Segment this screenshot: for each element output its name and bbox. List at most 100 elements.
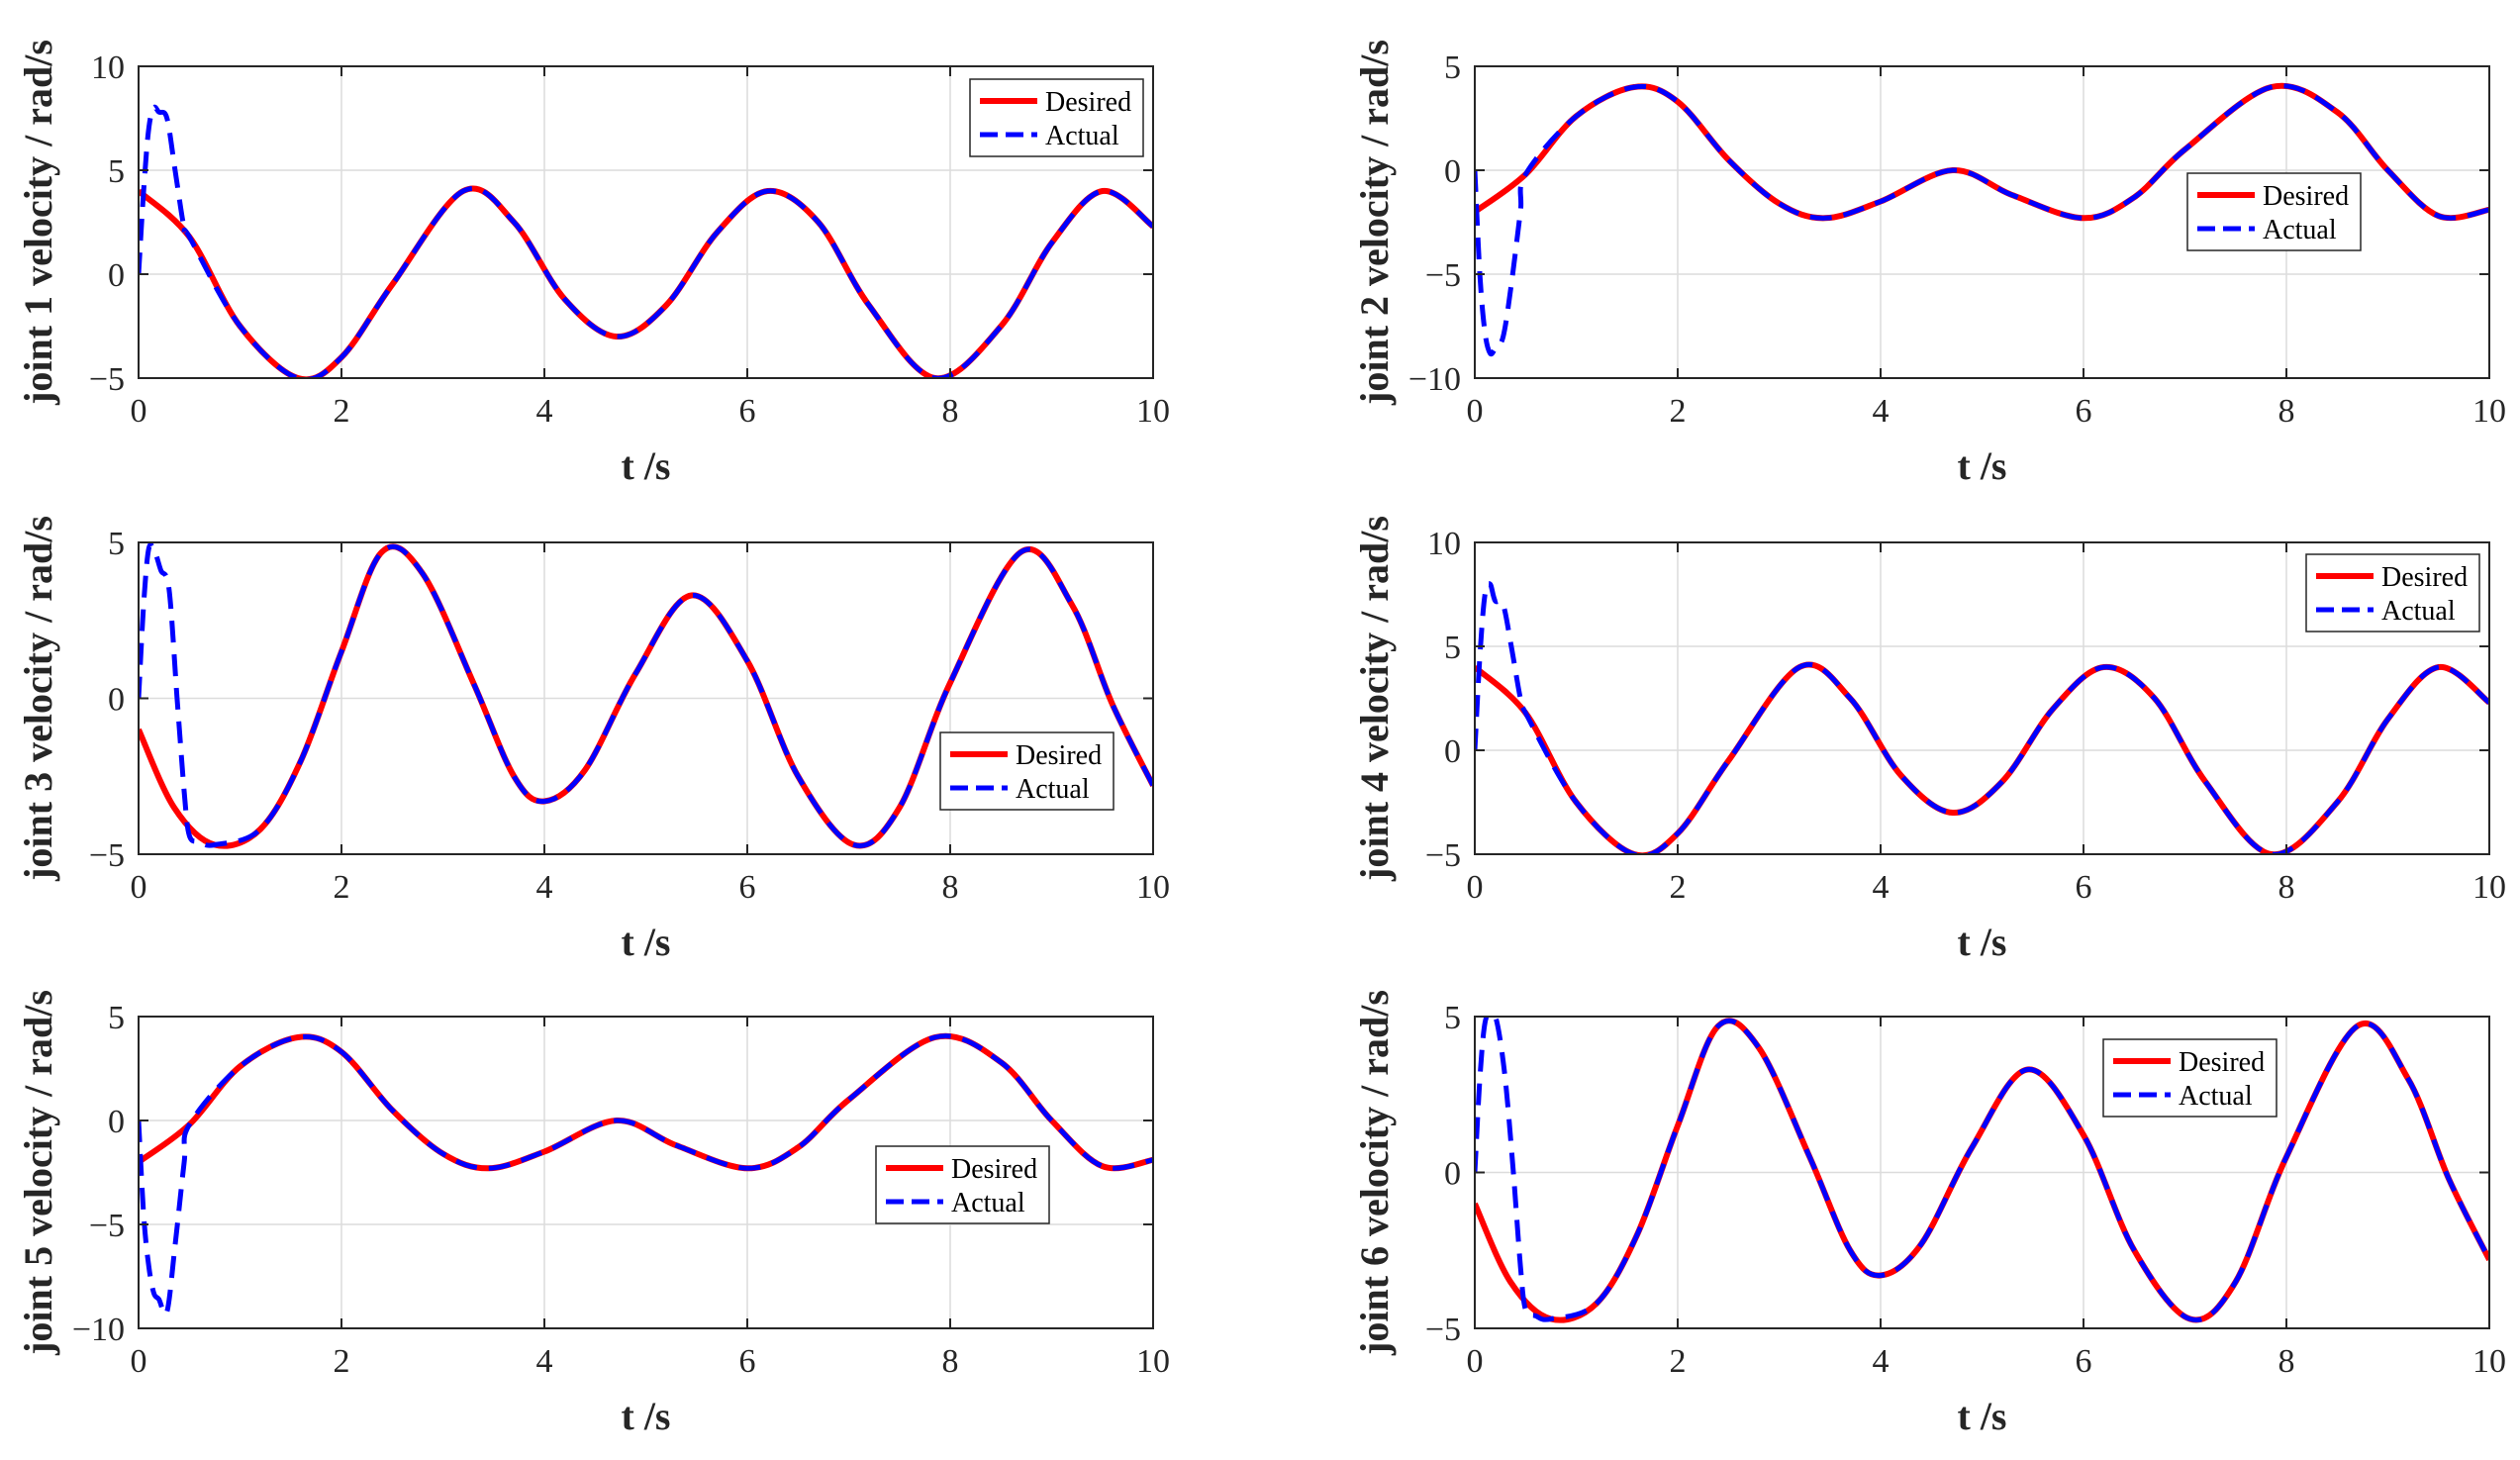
y-tick-label: −10 bbox=[72, 1312, 125, 1348]
legend-label-desired: Desired bbox=[2381, 562, 2468, 593]
x-tick-label: 0 bbox=[1467, 1343, 1484, 1380]
x-tick-label: 10 bbox=[1136, 869, 1170, 906]
legend-box bbox=[875, 1145, 1050, 1224]
x-tick-label: 10 bbox=[2472, 393, 2506, 430]
legend-label-actual: Actual bbox=[1045, 121, 1119, 151]
axes-frame bbox=[138, 65, 1154, 379]
y-axis-label: joint 3 velocity / rad/s bbox=[16, 516, 60, 882]
x-tick-label: 10 bbox=[1136, 1343, 1170, 1380]
x-tick-label: 2 bbox=[334, 393, 350, 430]
x-tick-label: 6 bbox=[2076, 869, 2092, 906]
axes-frame bbox=[138, 1016, 1154, 1329]
x-tick-label: 0 bbox=[1467, 869, 1484, 906]
x-tick-label: 8 bbox=[942, 393, 959, 430]
x-axis-label: t /s bbox=[622, 1394, 671, 1438]
x-tick-label: 4 bbox=[1873, 1343, 1890, 1380]
x-tick-label: 0 bbox=[131, 393, 147, 430]
series-actual-line bbox=[139, 1033, 1153, 1317]
x-tick-label: 8 bbox=[942, 1343, 959, 1380]
y-tick-label: 5 bbox=[1444, 49, 1461, 86]
chart-joint-5: 0 2 4 6 8 10 −10 −5 0 5 t /s joint 5 velocity / rad… bbox=[16, 990, 1170, 1438]
y-tick-label: 0 bbox=[1444, 733, 1461, 770]
y-tick-label: −5 bbox=[89, 1208, 125, 1244]
y-tick-label: −5 bbox=[1425, 1312, 1461, 1348]
y-tick-label: 0 bbox=[108, 1104, 125, 1140]
x-tick-label: 6 bbox=[2076, 1343, 2092, 1380]
x-tick-label: 2 bbox=[334, 1343, 350, 1380]
y-tick-label: 0 bbox=[1444, 153, 1461, 190]
legend-label-actual: Actual bbox=[951, 1188, 1025, 1218]
y-axis-label: joint 6 velocity / rad/s bbox=[1352, 990, 1397, 1356]
legend-box bbox=[2186, 172, 2362, 251]
y-tick-label: 5 bbox=[1444, 1000, 1461, 1036]
series-actual-line bbox=[139, 542, 1153, 848]
y-tick-label: 5 bbox=[108, 526, 125, 562]
y-tick-label: −5 bbox=[1425, 837, 1461, 874]
legend-box bbox=[2305, 553, 2480, 633]
x-tick-label: 2 bbox=[1670, 393, 1687, 430]
series-actual-line bbox=[139, 104, 1153, 378]
y-tick-label: 10 bbox=[91, 49, 125, 86]
y-tick-label: 0 bbox=[108, 682, 125, 719]
y-tick-label: 5 bbox=[108, 1000, 125, 1036]
y-tick-label: 5 bbox=[1444, 630, 1461, 666]
y-axis-label: joint 4 velocity / rad/s bbox=[1352, 516, 1397, 882]
axes-frame bbox=[1474, 65, 2490, 379]
y-axis-label: joint 2 velocity / rad/s bbox=[1352, 40, 1397, 406]
x-axis-label: t /s bbox=[1958, 1394, 2007, 1438]
y-tick-label: 5 bbox=[108, 153, 125, 190]
x-tick-label: 8 bbox=[2278, 1343, 2295, 1380]
x-tick-label: 2 bbox=[1670, 1343, 1687, 1380]
legend-label-actual: Actual bbox=[2179, 1081, 2253, 1112]
legend-label-desired: Desired bbox=[2263, 181, 2349, 212]
x-tick-label: 8 bbox=[942, 869, 959, 906]
x-tick-label: 0 bbox=[1467, 393, 1484, 430]
x-axis-label: t /s bbox=[1958, 920, 2007, 964]
x-tick-label: 4 bbox=[536, 869, 553, 906]
x-tick-label: 8 bbox=[2278, 393, 2295, 430]
x-axis-label: t /s bbox=[622, 920, 671, 964]
x-tick-label: 0 bbox=[131, 1343, 147, 1380]
series-actual-line bbox=[1475, 83, 2489, 357]
axes-frame bbox=[1474, 541, 2490, 855]
y-tick-label: −5 bbox=[1425, 257, 1461, 294]
x-tick-label: 10 bbox=[2472, 1343, 2506, 1380]
x-tick-label: 6 bbox=[2076, 393, 2092, 430]
y-tick-label: 0 bbox=[1444, 1156, 1461, 1193]
y-axis-label: joint 1 velocity / rad/s bbox=[16, 40, 60, 406]
x-tick-label: 10 bbox=[1136, 393, 1170, 430]
legend-box bbox=[969, 78, 1144, 157]
x-tick-label: 4 bbox=[536, 393, 553, 430]
x-axis-label: t /s bbox=[1958, 443, 2007, 488]
legend-label-actual: Actual bbox=[2263, 215, 2337, 245]
y-tick-label: −5 bbox=[89, 837, 125, 874]
series-actual-line bbox=[1475, 1017, 2489, 1322]
y-tick-label: −10 bbox=[1408, 361, 1461, 398]
x-tick-label: 2 bbox=[1670, 869, 1687, 906]
legend-label-desired: Desired bbox=[1045, 87, 1131, 118]
x-axis-label: t /s bbox=[622, 443, 671, 488]
legend-box bbox=[939, 731, 1115, 811]
y-tick-label: −5 bbox=[89, 361, 125, 398]
x-tick-label: 8 bbox=[2278, 869, 2295, 906]
x-tick-label: 0 bbox=[131, 869, 147, 906]
x-tick-label: 6 bbox=[739, 869, 756, 906]
legend-label-desired: Desired bbox=[951, 1154, 1037, 1185]
x-tick-label: 6 bbox=[739, 393, 756, 430]
y-axis-label: joint 5 velocity / rad/s bbox=[16, 990, 60, 1356]
x-tick-label: 4 bbox=[1873, 869, 1890, 906]
legend-box bbox=[2102, 1038, 2278, 1118]
legend-label-desired: Desired bbox=[1016, 740, 1102, 771]
x-tick-label: 4 bbox=[536, 1343, 553, 1380]
chart-joint-2: 0 2 4 6 8 10 −10 −5 0 5 t /s joint 2 velocity / rad… bbox=[1352, 40, 2506, 488]
